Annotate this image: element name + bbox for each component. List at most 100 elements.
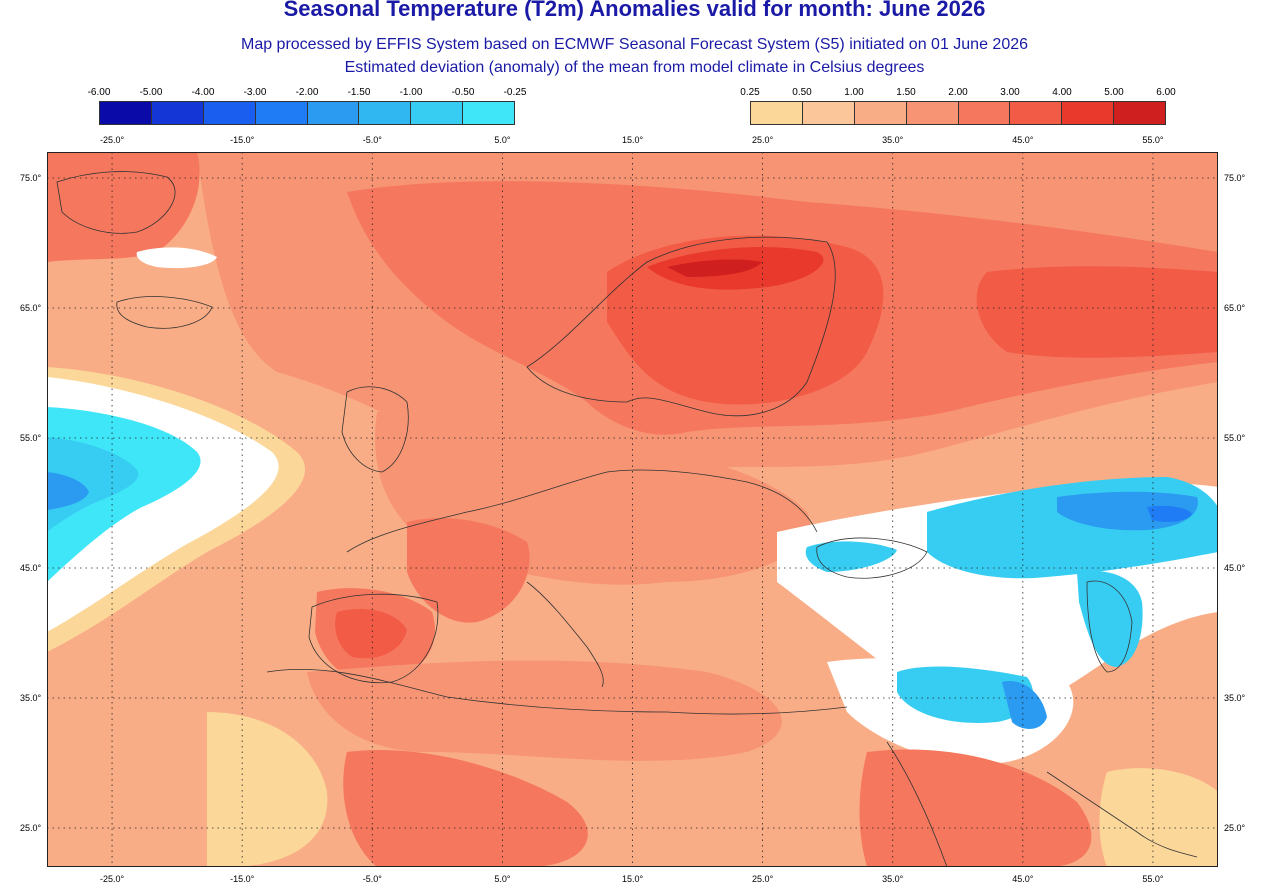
longitude-axis-top: -25.0° -15.0° -5.0° 5.0° 15.0° 25.0° 35.0° 45.0…: [0, 135, 1269, 147]
colorbar-negative-labels: -6.00 -5.00 -4.00 -3.00 -2.00 -1.50 -1.00 -0.50…: [88, 87, 527, 99]
longitude-axis-bottom: -25.0° -15.0° -5.0° 5.0° 15.0° 25.0° 35.0° 45.0…: [0, 874, 1269, 886]
colorbar-negative-tick-label: -0.50: [451, 87, 475, 98]
colorbar-negative-swatch: [411, 102, 464, 124]
cold-anomaly-balkans-east: [805, 541, 897, 572]
coastline-iceland: [116, 296, 213, 329]
colorbar-negative-tick-label: -5.00: [139, 87, 163, 98]
colorbar-positive-swatch: [854, 102, 907, 124]
warm-zone-mediterranean: [307, 660, 782, 761]
latitude-label: 25.0°: [1224, 823, 1246, 833]
map-subtitle-source: Map processed by EFFIS System based on E…: [240, 36, 1029, 53]
latitude-label: 65.0°: [1224, 303, 1246, 313]
cold-anomaly-caucasus: [1077, 570, 1143, 667]
cold-anomaly-volga-center: [1147, 505, 1192, 522]
warm-zone-greenland: [47, 152, 200, 262]
colorbar-positive-labels: 0.25 0.50 1.00 1.50 2.00 3.00 4.00 5.00 6.00: [740, 87, 1175, 99]
neutral-zone-arabia-east: [1099, 768, 1218, 867]
colorbar-positive-tick-label: 6.00: [1156, 87, 1176, 98]
coastline-north-africa: [266, 668, 848, 715]
longitude-label: 45.0°: [1012, 874, 1034, 884]
latitude-label: 75.0°: [1224, 173, 1246, 183]
colorbar-positive-tick-label: 5.00: [1104, 87, 1124, 98]
longitude-label: 5.0°: [494, 135, 511, 145]
latitude-label: 55.0°: [20, 433, 42, 443]
colorbar-negative-tick-label: -3.00: [243, 87, 267, 98]
neutral-zone-iceland-sea: [136, 247, 217, 269]
warm-zone-arabia: [859, 749, 1092, 867]
warm-zone-france: [407, 518, 530, 623]
colorbar-negative-swatch: [463, 102, 514, 124]
colorbar-positive-tick-label: 4.00: [1052, 87, 1072, 98]
neutral-zone-sahara-west: [207, 712, 328, 867]
warm-zone-russia-east: [976, 266, 1218, 358]
map-frame: [47, 152, 1218, 867]
colorbar-negative-tick-label: -6.00: [87, 87, 111, 98]
warm-zone-north-africa: [343, 750, 588, 867]
colorbar-negative-swatch: [100, 102, 152, 124]
coastline-italy: [526, 581, 604, 688]
colorbar-positive-tick-label: 0.50: [792, 87, 812, 98]
longitude-label: 25.0°: [752, 135, 774, 145]
coastline-iberia: [308, 593, 439, 684]
colorbar-negative-tick-label: -0.25: [503, 87, 527, 98]
colorbar-negative-swatch: [255, 102, 308, 124]
longitude-label: 5.0°: [494, 874, 511, 884]
warm-core-iberia: [335, 608, 407, 659]
map-subtitle-units: Estimated deviation (anomaly) of the mea…: [344, 59, 925, 76]
coastline-black-sea: [816, 537, 928, 579]
cold-anomaly-atlantic-core: [47, 437, 139, 532]
colorbar-negative-swatch: [203, 102, 256, 124]
longitude-label: -25.0°: [99, 874, 125, 884]
colorbar-positive-swatch: [751, 102, 803, 124]
colorbar-negative-swatch: [151, 102, 204, 124]
colorbar-negative-swatch: [307, 102, 360, 124]
colorbar-negative: [99, 101, 515, 125]
longitude-label: -25.0°: [99, 135, 125, 145]
cold-anomaly-anatolia: [897, 666, 1033, 723]
colorbar-positive: [750, 101, 1166, 125]
colorbar-positive-swatch: [1114, 102, 1165, 124]
latitude-label: 35.0°: [1224, 693, 1246, 703]
longitude-label: 55.0°: [1142, 135, 1164, 145]
colorbar-positive-tick-label: 0.25: [740, 87, 760, 98]
coastline-caspian: [1086, 580, 1133, 673]
latitude-axis-right: 75.0° 65.0° 55.0° 45.0° 35.0° 25.0°: [1224, 0, 1254, 895]
colorbar-positive-swatch: [802, 102, 855, 124]
colorbar-positive-swatch: [906, 102, 959, 124]
coastline-greenland: [56, 171, 176, 234]
colorbar-positive-swatch: [1010, 102, 1063, 124]
colorbar-positive-tick-label: 1.00: [844, 87, 864, 98]
latitude-label: 45.0°: [1224, 563, 1246, 573]
colorbar-negative-tick-label: -4.00: [191, 87, 215, 98]
map-title: Seasonal Temperature (T2m) Anomalies val…: [283, 0, 986, 21]
longitude-label: -15.0°: [230, 874, 255, 884]
cold-anomaly-zagros: [1002, 681, 1047, 729]
coastline-british-isles: [341, 386, 409, 473]
coastline-scandinavia: [526, 236, 836, 417]
colorbar-positive-tick-label: 1.50: [896, 87, 916, 98]
longitude-label: 35.0°: [882, 135, 904, 145]
latitude-label: 55.0°: [1224, 433, 1246, 443]
latitude-axis-left: 75.0° 65.0° 55.0° 45.0° 35.0° 25.0°: [20, 0, 50, 895]
colorbar-negative-tick-label: -1.00: [399, 87, 423, 98]
longitude-label: 15.0°: [621, 874, 644, 884]
coastline-europe-main: [346, 469, 818, 553]
colorbar-positive-swatch: [1062, 102, 1115, 124]
colorbar-positive-swatch: [958, 102, 1011, 124]
longitude-label: 15.0°: [621, 135, 644, 145]
colorbar-positive-tick-label: 2.00: [948, 87, 968, 98]
longitude-label: -5.0°: [362, 874, 382, 884]
warm-peak-lapland-core: [667, 259, 762, 277]
colorbar-negative-swatch: [359, 102, 412, 124]
latitude-label: 25.0°: [20, 823, 42, 833]
coastline-red-sea: [886, 741, 948, 867]
longitude-label: 45.0°: [1012, 135, 1034, 145]
longitude-label: 35.0°: [882, 874, 904, 884]
colorbar-positive-tick-label: 3.00: [1000, 87, 1020, 98]
anomaly-map[interactable]: [47, 152, 1218, 867]
longitude-label: -15.0°: [230, 135, 255, 145]
latitude-label: 75.0°: [20, 173, 42, 183]
latitude-label: 45.0°: [20, 563, 42, 573]
longitude-label: -5.0°: [362, 135, 382, 145]
longitude-label: 55.0°: [1142, 874, 1164, 884]
